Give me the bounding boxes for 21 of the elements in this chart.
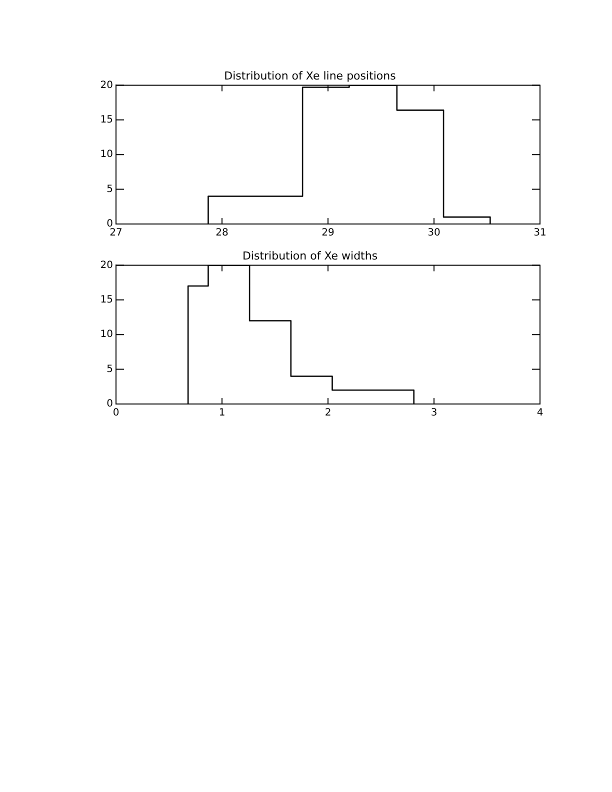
- y-tick-label: 15: [100, 294, 113, 306]
- x-tick-label: 27: [110, 228, 122, 239]
- chart-title: Distribution of Xe widths: [242, 249, 378, 262]
- chart-title: Distribution of Xe line positions: [224, 69, 396, 82]
- y-tick-label: 0: [106, 398, 113, 410]
- y-tick-label: 0: [106, 218, 113, 230]
- y-tick-label: 20: [100, 260, 113, 271]
- y-tick-label: 5: [106, 364, 113, 375]
- x-tick-label: 31: [534, 228, 546, 239]
- x-tick-label: 2: [324, 408, 332, 419]
- y-tick-label: 20: [100, 80, 113, 91]
- x-tick-label: 3: [430, 408, 438, 419]
- y-tick-label: 15: [100, 114, 113, 126]
- y-tick-label: 5: [106, 184, 113, 195]
- x-tick-label: 30: [428, 228, 440, 239]
- x-tick-label: 4: [536, 408, 544, 419]
- y-tick-label: 10: [100, 329, 113, 340]
- x-tick-label: 1: [218, 408, 226, 419]
- x-tick-label: 28: [216, 228, 228, 239]
- x-tick-label: 29: [322, 228, 334, 239]
- y-tick-label: 10: [100, 149, 113, 160]
